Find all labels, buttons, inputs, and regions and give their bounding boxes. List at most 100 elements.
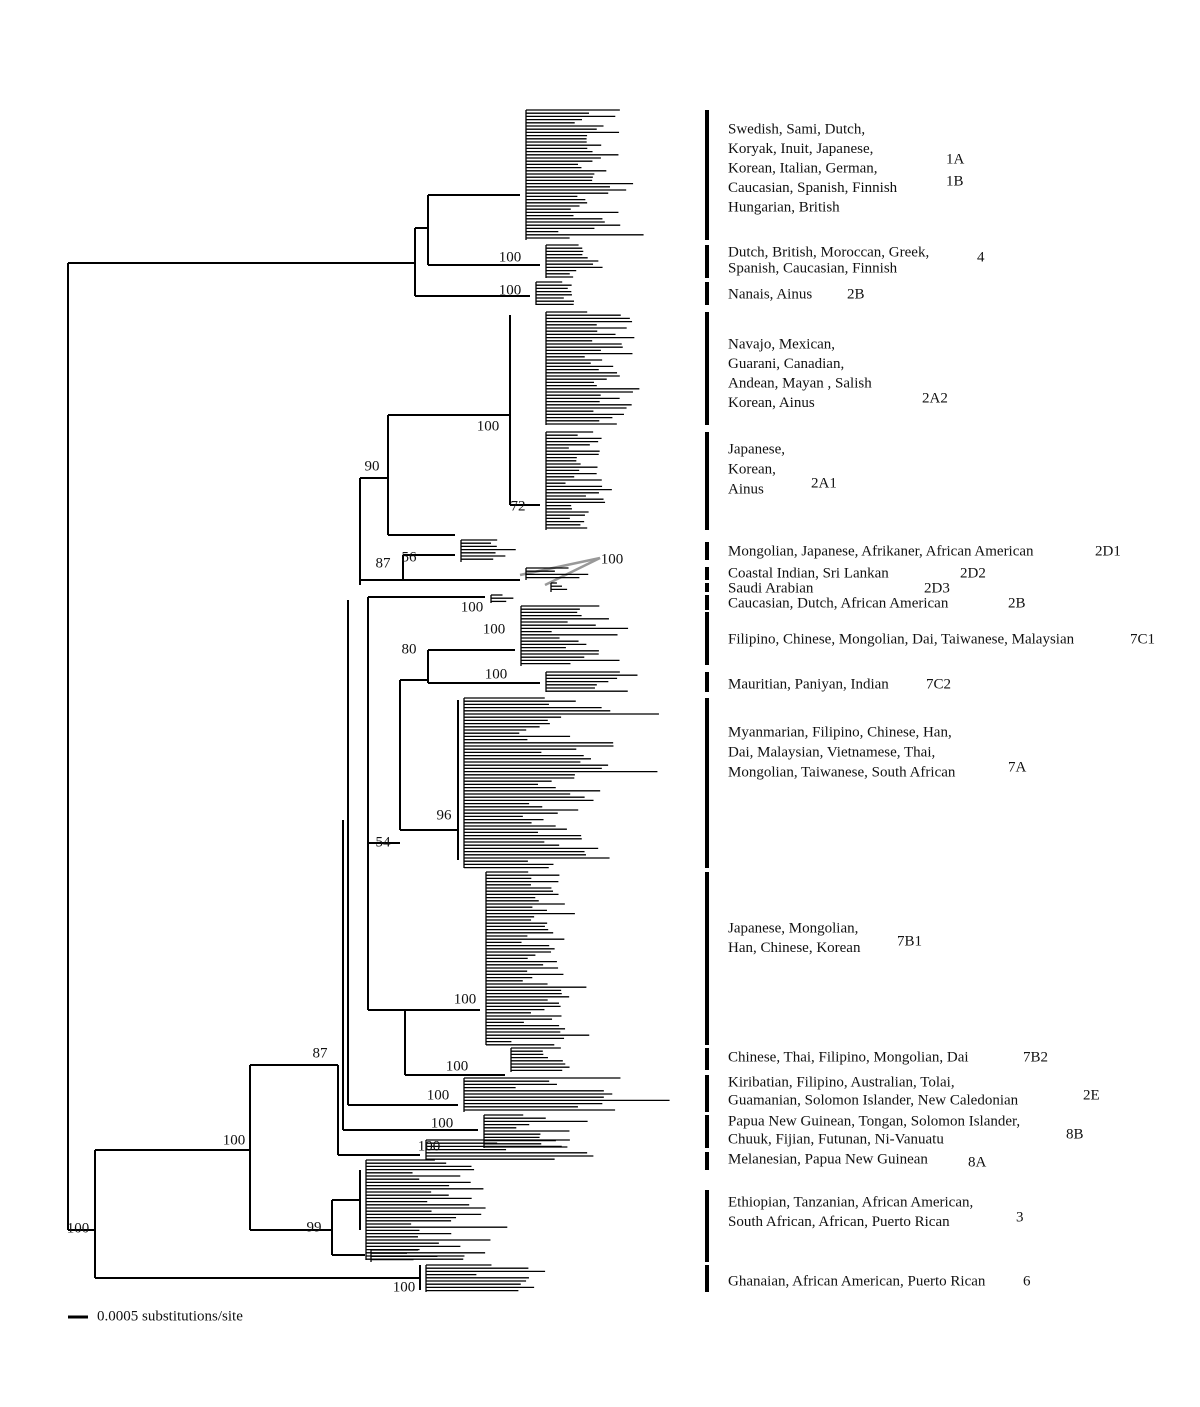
- bootstrap-value: 54: [376, 834, 392, 850]
- clade-populations: Mongolian, Japanese, Afrikaner, African …: [728, 543, 1034, 559]
- clade-bar: [705, 1048, 709, 1070]
- bootstrap-value: 100: [499, 249, 522, 265]
- bootstrap-value: 90: [365, 458, 380, 474]
- clade-subtype: 7B2: [1023, 1049, 1048, 1065]
- bootstrap-value: 99: [307, 1219, 322, 1235]
- bootstrap-value: 100: [485, 666, 508, 682]
- clade-populations: Swedish, Sami, Dutch,: [728, 121, 865, 137]
- clade-bar: [705, 1190, 709, 1262]
- clade-populations: Navajo, Mexican,: [728, 336, 835, 352]
- clade-populations: Chuuk, Fijian, Futunan, Ni-Vanuatu: [728, 1131, 944, 1147]
- clade-populations: Dutch, British, Moroccan, Greek,: [728, 244, 929, 260]
- clade-populations: Papua New Guinean, Tongan, Solomon Islan…: [728, 1113, 1020, 1129]
- clade-subtype: 2D1: [1095, 543, 1121, 559]
- clade-populations: Guamanian, Solomon Islander, New Caledon…: [728, 1092, 1019, 1108]
- bootstrap-value: 96: [437, 807, 453, 823]
- clade-subtype: 8B: [1066, 1126, 1084, 1142]
- gray-link: [519, 556, 601, 587]
- bootstrap-value: 80: [402, 641, 417, 657]
- bootstrap-value: 100: [461, 599, 484, 615]
- clade-populations: Japanese, Mongolian,: [728, 920, 858, 936]
- clade-subtype: 2A1: [811, 475, 837, 491]
- clade-populations: Filipino, Chinese, Mongolian, Dai, Taiwa…: [728, 631, 1075, 647]
- clade-subtype: 7C2: [926, 676, 951, 692]
- bootstrap-value: 56: [402, 549, 418, 565]
- clade-populations: Korean,: [728, 461, 776, 477]
- bootstrap-value: 87: [313, 1045, 329, 1061]
- clade-populations: Koryak, Inuit, Japanese,: [728, 141, 873, 157]
- clade-bar: [705, 872, 709, 1045]
- clade-subtype: 2E: [1083, 1087, 1100, 1103]
- bootstrap-value: 100: [446, 1058, 469, 1074]
- bootstrap-value: 100: [477, 418, 500, 434]
- clade-populations: Han, Chinese, Korean: [728, 940, 861, 956]
- clade-populations: Saudi Arabian: [728, 580, 814, 596]
- bootstrap-value: 100: [454, 991, 477, 1007]
- clade-populations: Nanais, Ainus: [728, 286, 812, 302]
- clade-populations: Dai, Malaysian, Vietnamese, Thai,: [728, 744, 935, 760]
- clade-subtype: 2A2: [922, 390, 948, 406]
- clade-populations: Guarani, Canadian,: [728, 356, 844, 372]
- clade-populations: Japanese,: [728, 441, 785, 457]
- clade-populations: Coastal Indian, Sri Lankan: [728, 565, 889, 581]
- clade-populations: Melanesian, Papua New Guinean: [728, 1151, 928, 1167]
- clade-bar: [705, 542, 709, 560]
- bootstrap-value: 100: [499, 282, 522, 298]
- clade-populations: Ghanaian, African American, Puerto Rican: [728, 1273, 986, 1289]
- bootstrap-value: 100: [223, 1132, 246, 1148]
- clade-subtype: 7C1: [1130, 631, 1155, 647]
- clade-subtype: 1A: [946, 151, 965, 167]
- clade-bar: [705, 567, 709, 580]
- clade-bar: [705, 312, 709, 425]
- clade-populations: Korean, Ainus: [728, 395, 815, 411]
- bootstrap-value: 100: [393, 1279, 416, 1295]
- clade-bar: [705, 1075, 709, 1112]
- clade-bar: [705, 282, 709, 305]
- scale-label: 0.0005 substitutions/site: [97, 1308, 243, 1324]
- bootstrap-value: 87: [376, 555, 392, 571]
- clade-bar: [705, 1265, 709, 1292]
- clade-subtype: 2B: [1008, 595, 1026, 611]
- clade-subtype: 2D2: [960, 565, 986, 581]
- clade-populations: Ainus: [728, 481, 764, 497]
- clade-bar: [705, 595, 709, 610]
- clade-populations: Spanish, Caucasian, Finnish: [728, 260, 898, 276]
- clade-bar: [705, 1115, 709, 1148]
- clade-populations: Hungarian, British: [728, 199, 840, 215]
- clade-populations: Andean, Mayan , Salish: [728, 375, 872, 391]
- bootstrap-value: 100: [601, 551, 624, 567]
- clade-populations: Ethiopian, Tanzanian, African American,: [728, 1194, 973, 1210]
- clade-subtype: 2B: [847, 286, 865, 302]
- clade-subtype: 2D3: [924, 580, 950, 596]
- bootstrap-value: 100: [483, 621, 506, 637]
- clade-subtype: 3: [1016, 1209, 1024, 1225]
- clade-bar: [705, 672, 709, 692]
- clade-populations: Myanmarian, Filipino, Chinese, Han,: [728, 724, 952, 740]
- clade-populations: Mauritian, Paniyan, Indian: [728, 676, 889, 692]
- bootstrap-value: 72: [511, 498, 526, 514]
- clade-bar: [705, 612, 709, 665]
- clade-bar: [705, 698, 709, 868]
- clade-populations: Chinese, Thai, Filipino, Mongolian, Dai: [728, 1049, 969, 1065]
- clade-populations: South African, African, Puerto Rican: [728, 1214, 950, 1230]
- bootstrap-value: 100: [67, 1220, 90, 1236]
- clade-bar: [705, 110, 709, 240]
- bootstrap-value: 100: [427, 1087, 450, 1103]
- clade-bar: [705, 1152, 709, 1170]
- clade-bar: [705, 583, 709, 592]
- clade-bar: [705, 432, 709, 530]
- clade-subtype: 7B1: [897, 933, 922, 949]
- clade-bar: [705, 245, 709, 278]
- clade-subtype: 7A: [1008, 759, 1027, 775]
- bootstrap-value: 100: [431, 1115, 454, 1131]
- clade-subtype: 4: [977, 249, 985, 265]
- clade-populations: Kiribatian, Filipino, Australian, Tolai,: [728, 1074, 955, 1090]
- clade-populations: Korean, Italian, German,: [728, 160, 878, 176]
- clade-populations: Mongolian, Taiwanese, South African: [728, 764, 956, 780]
- clade-populations: Caucasian, Spanish, Finnish: [728, 180, 898, 196]
- bootstrap-value: 100: [418, 1138, 441, 1154]
- clade-subtype: 8A: [968, 1154, 987, 1170]
- clade-subtype: 1B: [946, 173, 964, 189]
- clade-populations: Caucasian, Dutch, African American: [728, 595, 949, 611]
